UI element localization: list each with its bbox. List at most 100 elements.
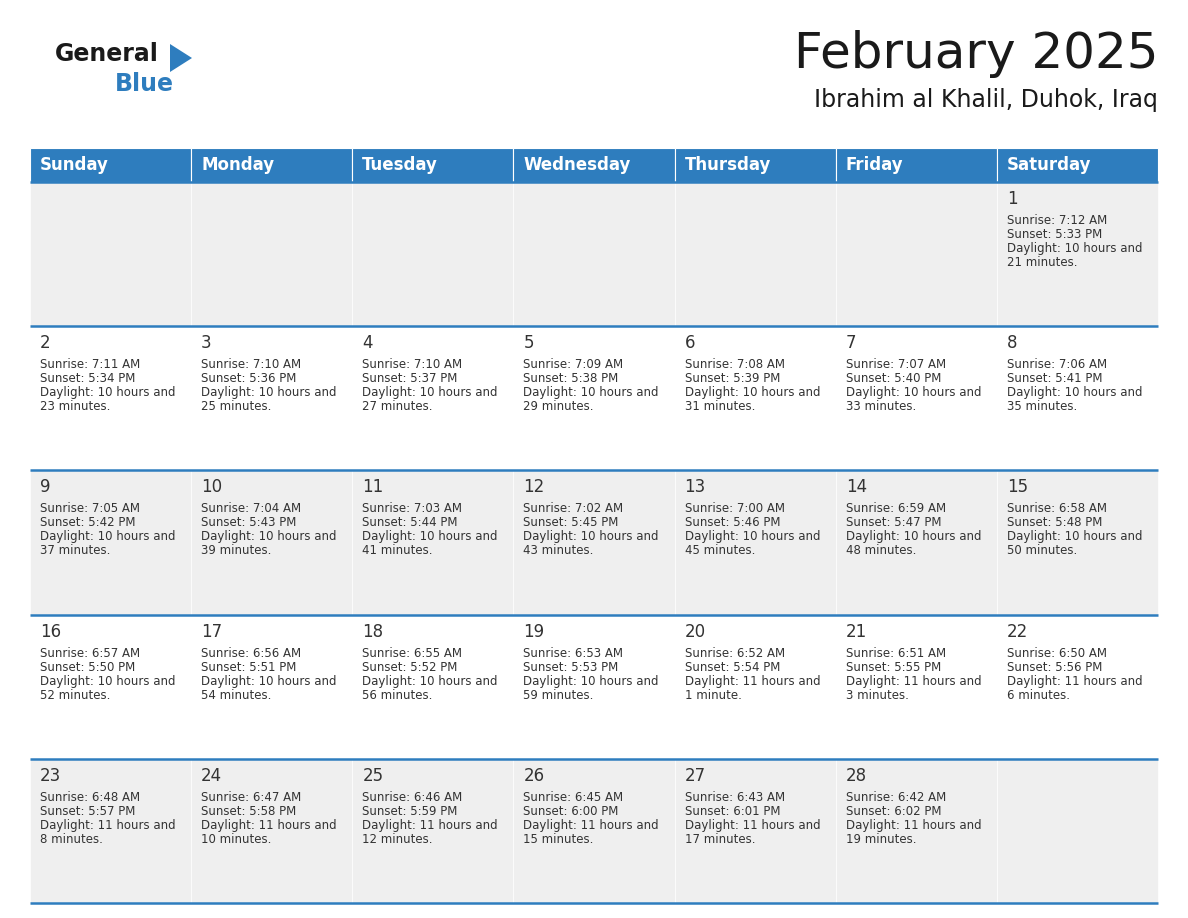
Text: Daylight: 11 hours and: Daylight: 11 hours and [684, 675, 820, 688]
Bar [191, 470, 353, 614]
Bar [513, 614, 675, 759]
Bar [997, 614, 1158, 759]
Text: Sunrise: 7:08 AM: Sunrise: 7:08 AM [684, 358, 784, 371]
Text: 22: 22 [1007, 622, 1028, 641]
Text: Sunrise: 7:10 AM: Sunrise: 7:10 AM [201, 358, 302, 371]
Text: 41 minutes.: 41 minutes. [362, 544, 432, 557]
Text: Daylight: 10 hours and: Daylight: 10 hours and [362, 675, 498, 688]
Text: 8 minutes.: 8 minutes. [40, 833, 103, 845]
Bar [30, 470, 191, 614]
Text: 12: 12 [524, 478, 544, 497]
Text: 29 minutes.: 29 minutes. [524, 400, 594, 413]
Bar [30, 182, 191, 326]
Text: 27: 27 [684, 767, 706, 785]
Text: Daylight: 10 hours and: Daylight: 10 hours and [40, 531, 176, 543]
Bar [835, 326, 997, 470]
Bar [835, 470, 997, 614]
Text: 9: 9 [40, 478, 51, 497]
Text: Sunrise: 7:00 AM: Sunrise: 7:00 AM [684, 502, 784, 515]
Bar [835, 182, 997, 326]
Text: Daylight: 10 hours and: Daylight: 10 hours and [846, 386, 981, 399]
Text: Sunrise: 7:07 AM: Sunrise: 7:07 AM [846, 358, 946, 371]
Text: Daylight: 10 hours and: Daylight: 10 hours and [362, 531, 498, 543]
Text: Sunset: 6:02 PM: Sunset: 6:02 PM [846, 805, 941, 818]
Text: 16: 16 [40, 622, 61, 641]
Text: 28: 28 [846, 767, 867, 785]
Bar [675, 326, 835, 470]
Text: Sunrise: 7:05 AM: Sunrise: 7:05 AM [40, 502, 140, 515]
Text: Daylight: 11 hours and: Daylight: 11 hours and [1007, 675, 1143, 688]
Bar [191, 182, 353, 326]
Text: Sunrise: 6:59 AM: Sunrise: 6:59 AM [846, 502, 946, 515]
Text: 52 minutes.: 52 minutes. [40, 688, 110, 701]
Text: 17: 17 [201, 622, 222, 641]
Text: 14: 14 [846, 478, 867, 497]
Bar [835, 614, 997, 759]
Text: 27 minutes.: 27 minutes. [362, 400, 432, 413]
Bar [675, 614, 835, 759]
Bar [30, 759, 191, 903]
Bar [997, 148, 1158, 182]
Text: Sunset: 5:37 PM: Sunset: 5:37 PM [362, 372, 457, 386]
Text: Daylight: 11 hours and: Daylight: 11 hours and [40, 819, 176, 832]
Text: Daylight: 10 hours and: Daylight: 10 hours and [684, 531, 820, 543]
Text: Sunrise: 6:45 AM: Sunrise: 6:45 AM [524, 790, 624, 804]
Bar [675, 148, 835, 182]
Text: 59 minutes.: 59 minutes. [524, 688, 594, 701]
Text: Daylight: 11 hours and: Daylight: 11 hours and [684, 819, 820, 832]
Text: 48 minutes.: 48 minutes. [846, 544, 916, 557]
Text: 33 minutes.: 33 minutes. [846, 400, 916, 413]
Text: Daylight: 10 hours and: Daylight: 10 hours and [1007, 242, 1143, 255]
Bar [191, 326, 353, 470]
Text: 5: 5 [524, 334, 533, 353]
Text: Sunrise: 6:57 AM: Sunrise: 6:57 AM [40, 646, 140, 660]
Text: 3 minutes.: 3 minutes. [846, 688, 909, 701]
Text: Daylight: 10 hours and: Daylight: 10 hours and [201, 675, 336, 688]
Text: Sunrise: 6:58 AM: Sunrise: 6:58 AM [1007, 502, 1107, 515]
Text: 6 minutes.: 6 minutes. [1007, 688, 1070, 701]
Text: Saturday: Saturday [1007, 156, 1092, 174]
Text: Sunset: 5:56 PM: Sunset: 5:56 PM [1007, 661, 1102, 674]
Text: 1: 1 [1007, 190, 1017, 208]
Text: Sunset: 5:47 PM: Sunset: 5:47 PM [846, 517, 941, 530]
Text: 31 minutes.: 31 minutes. [684, 400, 754, 413]
Text: Sunset: 5:59 PM: Sunset: 5:59 PM [362, 805, 457, 818]
Text: 21: 21 [846, 622, 867, 641]
Text: 7: 7 [846, 334, 857, 353]
Text: Sunrise: 6:56 AM: Sunrise: 6:56 AM [201, 646, 302, 660]
Bar [997, 326, 1158, 470]
Text: 11: 11 [362, 478, 384, 497]
Text: Sunset: 5:51 PM: Sunset: 5:51 PM [201, 661, 297, 674]
Text: 1 minute.: 1 minute. [684, 688, 741, 701]
Text: Sunrise: 6:52 AM: Sunrise: 6:52 AM [684, 646, 785, 660]
Text: Sunset: 5:52 PM: Sunset: 5:52 PM [362, 661, 457, 674]
Text: Tuesday: Tuesday [362, 156, 438, 174]
Text: Sunset: 6:01 PM: Sunset: 6:01 PM [684, 805, 781, 818]
Bar [835, 759, 997, 903]
Text: Sunrise: 6:43 AM: Sunrise: 6:43 AM [684, 790, 785, 804]
Text: Daylight: 11 hours and: Daylight: 11 hours and [524, 819, 659, 832]
Text: Sunset: 5:36 PM: Sunset: 5:36 PM [201, 372, 297, 386]
Bar [353, 759, 513, 903]
Text: Daylight: 10 hours and: Daylight: 10 hours and [684, 386, 820, 399]
Text: Daylight: 10 hours and: Daylight: 10 hours and [1007, 531, 1143, 543]
Text: 23 minutes.: 23 minutes. [40, 400, 110, 413]
Text: Sunset: 5:44 PM: Sunset: 5:44 PM [362, 517, 457, 530]
Text: 37 minutes.: 37 minutes. [40, 544, 110, 557]
Text: Sunset: 5:45 PM: Sunset: 5:45 PM [524, 517, 619, 530]
Text: Sunrise: 6:51 AM: Sunrise: 6:51 AM [846, 646, 946, 660]
Bar [835, 148, 997, 182]
Text: Daylight: 10 hours and: Daylight: 10 hours and [40, 675, 176, 688]
Text: Daylight: 10 hours and: Daylight: 10 hours and [40, 386, 176, 399]
Bar [997, 470, 1158, 614]
Bar [30, 614, 191, 759]
Text: 4: 4 [362, 334, 373, 353]
Bar [675, 759, 835, 903]
Text: Sunset: 5:42 PM: Sunset: 5:42 PM [40, 517, 135, 530]
Text: Daylight: 10 hours and: Daylight: 10 hours and [524, 675, 659, 688]
Bar [513, 148, 675, 182]
Text: Sunset: 5:54 PM: Sunset: 5:54 PM [684, 661, 781, 674]
Text: Sunrise: 6:50 AM: Sunrise: 6:50 AM [1007, 646, 1107, 660]
Text: Daylight: 10 hours and: Daylight: 10 hours and [201, 531, 336, 543]
Bar [997, 182, 1158, 326]
